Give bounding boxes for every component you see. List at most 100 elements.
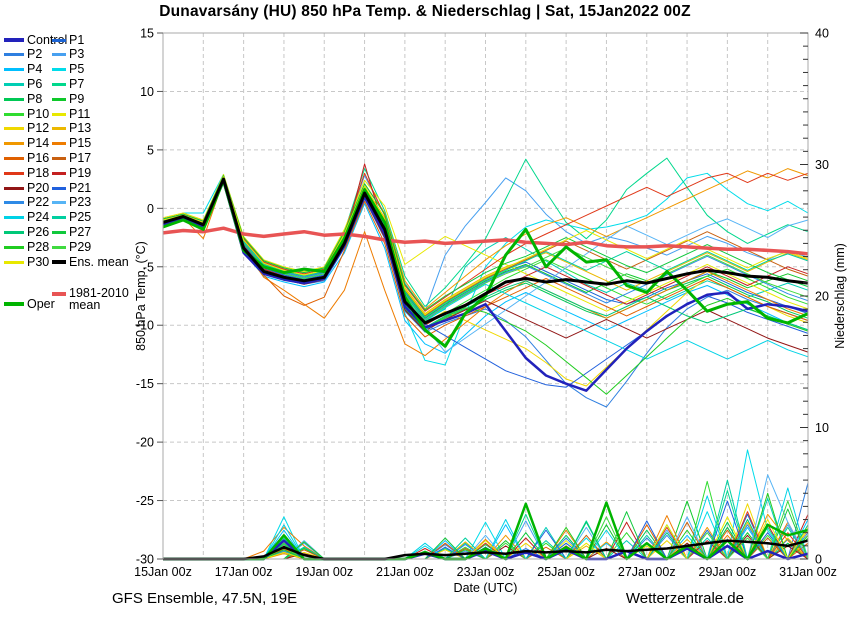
legend-item-p29: P29 [52, 240, 91, 254]
left-axis-tick-label: 10 [140, 85, 154, 99]
legend-item-1981-2010-mean: 1981-2010 mean [52, 287, 129, 311]
legend-item-p7: P7 [52, 76, 85, 91]
legend-item-p22: P22 [4, 196, 49, 209]
legend-label: P11 [69, 106, 91, 121]
legend-label: Ens. mean [69, 254, 129, 269]
legend-label: P21 [69, 180, 92, 195]
x-axis-tick-label: 23Jan 00z [457, 565, 515, 579]
temp-line [162, 177, 809, 325]
legend-swatch [52, 216, 66, 220]
legend-label: mean [69, 298, 101, 312]
left-axis-tick-label: -10 [136, 319, 154, 333]
precip-line [163, 501, 809, 561]
legend-item-p6: P6 [4, 76, 43, 91]
legend-swatch [52, 127, 66, 131]
x-axis-tick-label: 27Jan 00z [618, 565, 676, 579]
legend-item-p4: P4 [4, 63, 42, 76]
legend-swatch [52, 260, 66, 264]
legend-item-p28: P28 [4, 239, 50, 254]
legend-item-p8: P8 [4, 92, 42, 106]
legend-label: Oper [27, 296, 55, 311]
legend-label: P22 [27, 195, 50, 210]
legend-swatch [4, 245, 24, 249]
precip-line [163, 539, 809, 561]
legend-swatch [4, 201, 24, 205]
legend-swatch [52, 112, 66, 116]
legend-swatch [4, 230, 24, 234]
temp-line [162, 182, 809, 354]
legend-label: P19 [69, 165, 92, 180]
legend-swatch [4, 142, 24, 146]
legend-swatch [52, 201, 66, 205]
legend-label: P5 [69, 62, 85, 77]
legend-label: P7 [69, 76, 85, 91]
x-axis-tick-label: 17Jan 00z [215, 565, 273, 579]
temp-line [162, 226, 809, 256]
legend-label: P14 [27, 136, 50, 151]
left-axis-tick-label: -15 [136, 377, 154, 391]
legend-item-p17: P17 [52, 151, 91, 165]
legend-label: P26 [27, 224, 50, 239]
legend-item-p26: P26 [4, 224, 50, 239]
legend-label: P30 [27, 254, 50, 269]
left-axis-tick-label: 5 [147, 143, 154, 157]
chart-title: Dunavarsány (HU) 850 hPa Temp. & Nieders… [159, 3, 691, 20]
legend-item-p18: P18 [4, 166, 49, 180]
legend-label: P10 [27, 106, 50, 121]
legend-label: P4 [27, 62, 43, 77]
right-axis-tick-label: 10 [815, 421, 829, 435]
legend-item-p21: P21 [52, 180, 92, 195]
legend-label: P1 [69, 32, 85, 47]
y-axis-label-precip: Niederschlag (mm) [833, 243, 847, 349]
right-axis-tick-label: 30 [815, 158, 829, 172]
legend-swatch [52, 291, 66, 296]
legend-swatch [4, 171, 24, 175]
legend-item-p10: P10 [4, 106, 50, 121]
left-axis-tick-label: -25 [136, 494, 154, 508]
legend-swatch [52, 53, 66, 57]
right-axis-tick-label: 40 [815, 27, 829, 41]
legend-item-p24: P24 [4, 211, 49, 224]
legend-item-p30: P30 [4, 254, 50, 269]
legend-swatch [4, 216, 24, 220]
series-oper [162, 178, 809, 561]
legend-swatch [4, 127, 24, 131]
x-axis-tick-label: 15Jan 00z [134, 565, 192, 579]
legend-item-control: Control [4, 33, 67, 47]
left-axis-tick-label: -5 [143, 260, 154, 274]
legend-item-p3: P3 [52, 48, 84, 61]
legend-item-p1: P1 [52, 32, 85, 47]
legend-item-p5: P5 [52, 63, 84, 76]
legend-swatch [52, 68, 66, 72]
legend-label: P24 [27, 210, 50, 225]
legend-item-p2: P2 [4, 48, 42, 61]
temp-line [162, 173, 809, 312]
legend-label: 1981-2010 [69, 286, 129, 300]
legend-item-p15: P15 [52, 137, 91, 150]
legend-label: P15 [69, 136, 92, 151]
legend-swatch [52, 230, 66, 234]
legend-label: P28 [27, 239, 50, 254]
right-axis-tick-label: 0 [815, 553, 822, 567]
legend-item-p12: P12 [4, 122, 49, 135]
precip-line [163, 449, 808, 560]
legend-label: P6 [27, 76, 43, 91]
legend-swatch [52, 156, 66, 160]
legend-swatch [4, 260, 24, 264]
legend-swatch [4, 68, 24, 72]
temp-line [162, 180, 809, 392]
x-axis-tick-label: 21Jan 00z [376, 565, 434, 579]
temp-line [162, 172, 809, 312]
legend-swatch [52, 142, 66, 146]
legend-label: P23 [69, 195, 92, 210]
legend-swatch [52, 245, 66, 249]
series-ens--mean [162, 177, 809, 561]
x-axis-tick-label: 31Jan 00z [779, 565, 837, 579]
temp-line [162, 178, 809, 348]
legend-swatch [52, 186, 66, 190]
right-axis-tick-label: 20 [815, 290, 829, 304]
footer-brand: Wetterzentrale.de [625, 590, 744, 607]
legend-label: P3 [69, 47, 85, 62]
legend-label: P13 [69, 121, 92, 136]
